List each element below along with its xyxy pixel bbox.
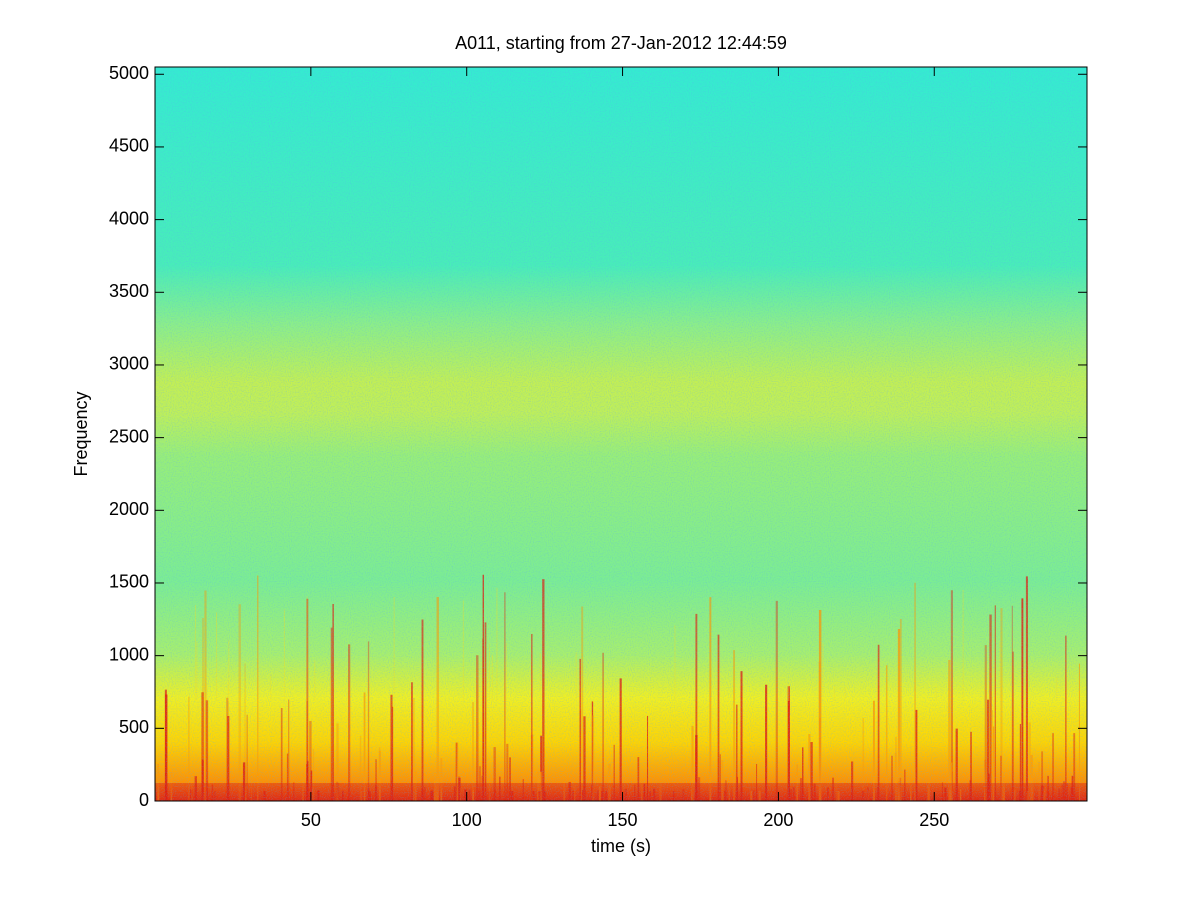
x-tick-label: 50 (301, 810, 321, 830)
y-tick-label: 500 (119, 717, 149, 737)
y-tick-label: 4000 (109, 208, 149, 228)
y-tick-label: 1000 (109, 644, 149, 664)
x-axis-label: time (s) (591, 836, 651, 856)
x-tick-label: 100 (452, 810, 482, 830)
y-tick-label: 4500 (109, 136, 149, 156)
x-tick-label: 250 (919, 810, 949, 830)
y-tick-label: 0 (139, 790, 149, 810)
x-tick-label: 200 (763, 810, 793, 830)
y-tick-label: 2000 (109, 499, 149, 519)
y-axis-label: Frequency (71, 391, 91, 476)
x-tick-label: 150 (608, 810, 638, 830)
y-tick-label: 5000 (109, 63, 149, 83)
y-tick-label: 2500 (109, 426, 149, 446)
y-tick-label: 1500 (109, 572, 149, 592)
spectrogram-noise (155, 67, 1087, 801)
chart-title: A011, starting from 27-Jan-2012 12:44:59 (455, 33, 787, 53)
y-tick-label: 3500 (109, 281, 149, 301)
plot-frame (154, 66, 1088, 802)
y-tick-label: 3000 (109, 354, 149, 374)
